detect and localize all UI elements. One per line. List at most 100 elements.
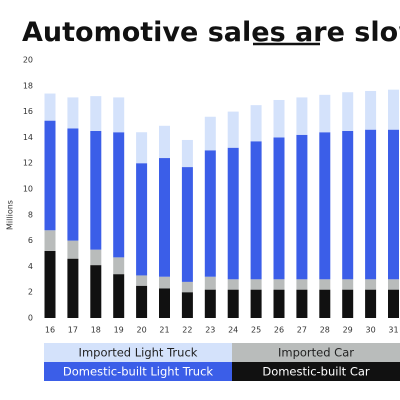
y-tick-label: 18 — [23, 81, 33, 90]
bar-segment — [365, 279, 377, 290]
y-tick-label: 6 — [28, 236, 33, 245]
bar-segment — [136, 275, 148, 286]
bar-segment — [204, 150, 216, 277]
legend-label: Domestic-built Car — [262, 365, 370, 379]
bar-segment — [388, 129, 399, 280]
legend-swatch — [44, 343, 232, 362]
legend-swatch — [232, 343, 400, 362]
bar-segment — [136, 132, 148, 164]
bar-segment — [296, 134, 308, 280]
x-tick-label: 28 — [320, 326, 330, 335]
bar-segment — [113, 257, 125, 275]
bar-segment — [273, 99, 285, 138]
bar-segment — [44, 120, 56, 231]
bar-segment — [250, 279, 262, 290]
bar-segment — [273, 279, 285, 290]
x-tick-label: 23 — [205, 326, 215, 335]
bar-segment — [319, 132, 331, 280]
x-tick-label: 22 — [182, 326, 192, 335]
legend-swatch — [232, 362, 400, 381]
x-tick-label: 25 — [251, 326, 261, 335]
x-tick-label: 16 — [45, 326, 55, 335]
y-axis-label: Millions — [6, 200, 15, 230]
bar-segment — [250, 141, 262, 280]
legend-label: Domestic-built Light Truck — [63, 365, 214, 379]
bar-segment — [181, 292, 193, 318]
bar-segment — [90, 96, 102, 131]
bar-segment — [296, 97, 308, 135]
bar-segment — [250, 105, 262, 142]
bar-segment — [181, 281, 193, 293]
x-tick-label: 17 — [68, 326, 78, 335]
bar-segment — [90, 265, 102, 318]
bar-segment — [342, 130, 354, 280]
bar-segment — [388, 289, 399, 318]
bar-segment — [227, 111, 239, 148]
bar-segment — [44, 250, 56, 318]
bar-segment — [342, 289, 354, 318]
bar-segment — [365, 289, 377, 318]
legend-swatch — [44, 362, 232, 381]
bar-segment — [181, 139, 193, 168]
bar-segment — [67, 240, 79, 259]
bar-segment — [365, 90, 377, 130]
x-tick-label: 30 — [366, 326, 376, 335]
bar-segment — [90, 249, 102, 266]
bar-segment — [67, 258, 79, 318]
bar-segment — [67, 97, 79, 129]
bar-segment — [136, 285, 148, 318]
bar-segment — [204, 289, 216, 318]
y-tick-label: 4 — [28, 262, 33, 271]
bar-segment — [90, 130, 102, 250]
y-tick-label: 16 — [23, 107, 33, 116]
bar-segment — [365, 129, 377, 280]
bar-segment — [159, 125, 170, 159]
chart-title: Automotive sales are slowl — [22, 17, 400, 48]
bar-segment — [181, 167, 193, 282]
x-tick-label: 24 — [228, 326, 238, 335]
bar-segment — [296, 279, 308, 290]
y-tick-label: 14 — [23, 133, 33, 142]
bar-segment — [296, 289, 308, 318]
x-tick-label: 21 — [159, 326, 169, 335]
x-tick-label: 18 — [91, 326, 101, 335]
x-tick-label: 20 — [137, 326, 147, 335]
x-tick-label: 19 — [114, 326, 124, 335]
bar-segment — [67, 128, 79, 241]
bar-segment — [319, 279, 331, 290]
y-tick-label: 0 — [28, 314, 33, 323]
bar-segment — [113, 97, 125, 133]
bar-segment — [319, 289, 331, 318]
y-tick-label: 10 — [23, 185, 33, 194]
bar-segment — [159, 288, 170, 318]
bar-segment — [227, 279, 239, 290]
bar-segment — [342, 279, 354, 290]
legend-label: Imported Light Truck — [79, 346, 198, 360]
bar-segment — [342, 92, 354, 131]
bar-segment — [273, 137, 285, 280]
x-tick-label: 27 — [297, 326, 307, 335]
y-tick-label: 2 — [28, 288, 33, 297]
bar-segment — [159, 158, 170, 277]
y-tick-label: 8 — [28, 210, 33, 219]
bar-segment — [159, 276, 170, 289]
bar-segment — [319, 94, 331, 133]
bar-segment — [44, 230, 56, 251]
x-tick-label: 31 — [388, 326, 398, 335]
bar-segment — [204, 276, 216, 290]
bar-segment — [204, 116, 216, 151]
x-tick-label: 29 — [343, 326, 353, 335]
x-tick-label: 26 — [274, 326, 284, 335]
bar-segment — [44, 93, 56, 121]
bar-segment — [113, 132, 125, 258]
bar-segment — [388, 89, 399, 130]
legend-label: Imported Car — [278, 346, 354, 360]
bar-segment — [250, 289, 262, 318]
bar-segment — [388, 279, 399, 290]
bar-segment — [273, 289, 285, 318]
bar-segment — [113, 274, 125, 318]
y-tick-label: 12 — [23, 159, 33, 168]
bar-segment — [227, 289, 239, 318]
bar-segment — [136, 163, 148, 276]
